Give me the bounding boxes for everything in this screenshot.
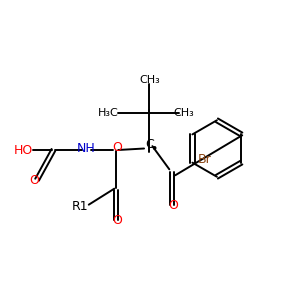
Text: R1: R1 — [71, 200, 88, 213]
Text: Br: Br — [198, 153, 212, 166]
Text: C: C — [145, 138, 154, 152]
Text: CH₃: CH₃ — [174, 108, 195, 118]
Text: HO: HO — [14, 143, 33, 157]
Text: O: O — [30, 174, 40, 187]
Text: •: • — [150, 142, 158, 156]
Text: O: O — [112, 141, 122, 154]
Text: NH: NH — [77, 142, 95, 155]
Text: O: O — [112, 214, 122, 227]
Text: O: O — [169, 199, 178, 212]
Text: CH₃: CH₃ — [139, 75, 160, 85]
Text: H₃C: H₃C — [98, 108, 118, 118]
